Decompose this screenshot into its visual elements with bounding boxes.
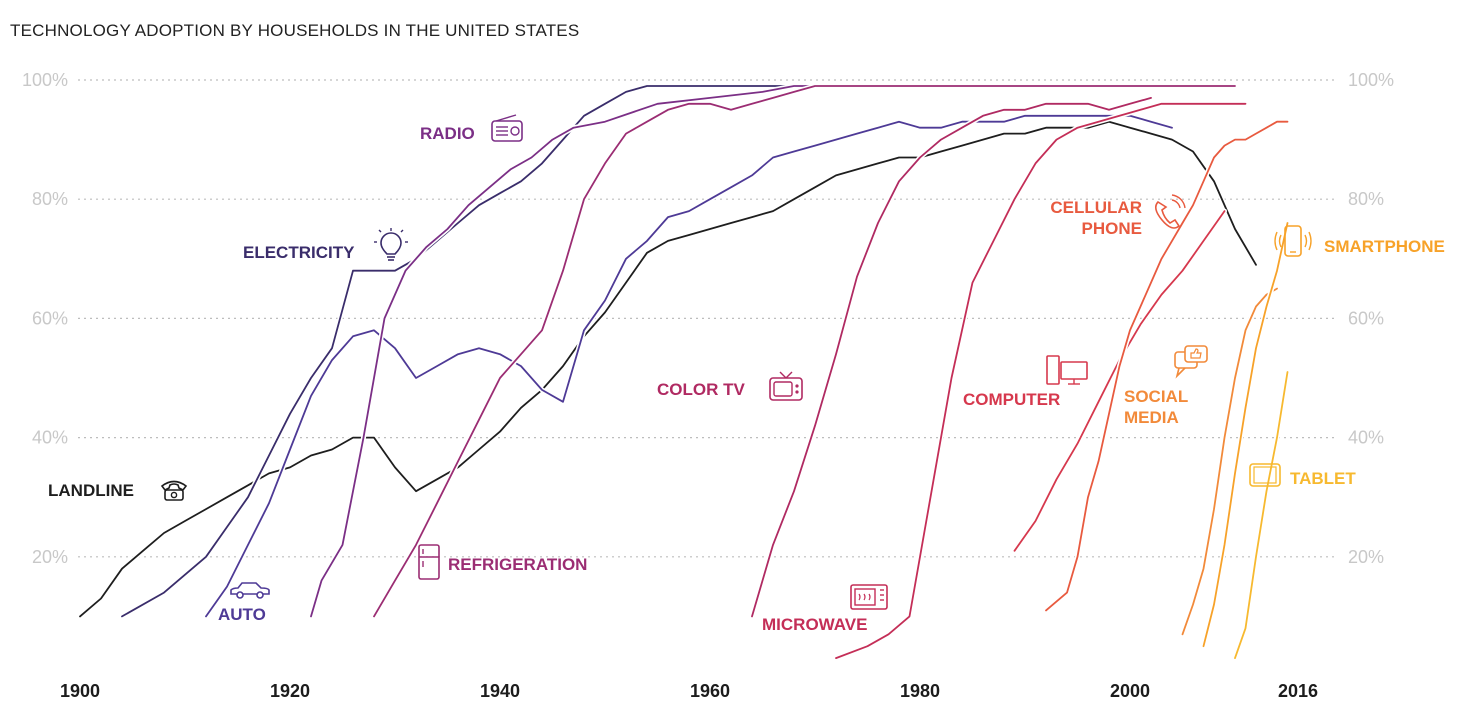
microwave-icon [850,584,888,610]
lightbulb-icon [374,228,408,261]
label-cellular-phone: CELLULAR PHONE [1050,198,1142,238]
y-tick-label-left: 100% [22,70,68,90]
label-computer: COMPUTER [963,390,1060,409]
label-radio: RADIO [420,124,475,143]
series-line-color-tv [751,97,1152,618]
series-line-auto [205,114,1173,618]
series-halo-radio [308,83,1238,619]
y-tick-label-right: 80% [1348,189,1384,209]
series-halo-color-tv [749,95,1154,619]
label-smartphone: SMARTPHONE [1324,237,1445,256]
series-line-radio [310,85,1236,618]
x-tick-label: 1920 [270,681,310,701]
series-line-cellular-phone [1045,120,1289,612]
series-halo-smartphone [1201,220,1290,649]
label-auto: AUTO [218,605,266,624]
radio-icon [491,114,523,142]
label-landline: LANDLINE [48,481,134,500]
series-halo-refrigeration [371,83,1238,619]
series-line-social-media [1181,287,1278,636]
y-tick-label-right: 60% [1348,308,1384,328]
x-tick-label: 1980 [900,681,940,701]
car-icon [230,582,270,599]
label-social-media: SOCIAL MEDIA [1124,387,1188,427]
y-tick-label-right: 100% [1348,70,1394,90]
computer-icon [1046,355,1088,385]
tv-icon [769,371,803,401]
label-microwave: MICROWAVE [762,615,867,634]
social-media-icon [1174,345,1208,379]
series-halo-auto [203,113,1175,619]
series-halo-social-media [1180,286,1280,637]
label-tablet: TABLET [1290,469,1356,488]
y-tick-label-left: 40% [32,428,68,448]
series-line-refrigeration [373,85,1236,618]
x-tick-label: 1960 [690,681,730,701]
chart-title: TECHNOLOGY ADOPTION BY HOUSEHOLDS IN THE… [10,21,579,40]
series-lines [77,83,1290,661]
y-axis-ticks: 20% 20% 40% 40% 60% 60% 80% 80% 100% 100% [22,70,1394,567]
series-line-electricity [121,85,1236,618]
x-axis-ticks: 1900 1920 1940 1960 1980 2000 2016 [60,681,1318,701]
y-tick-label-left: 20% [32,547,68,567]
tablet-icon [1249,463,1281,487]
y-tick-label-left: 60% [32,308,68,328]
y-tick-label-right: 20% [1348,547,1384,567]
label-refrigeration: REFRIGERATION [448,555,587,574]
series-line-computer [1013,210,1226,552]
x-tick-label: 1900 [60,681,100,701]
series-line-landline [79,120,1257,618]
series-line-microwave [835,102,1247,659]
x-tick-label: 2000 [1110,681,1150,701]
series-line-smartphone [1202,222,1289,648]
label-electricity: ELECTRICITY [243,243,355,262]
x-tick-label: 1940 [480,681,520,701]
series-labels: LANDLINE ELECTRICITY AUTO RADIO REFRIGERATIO… [48,114,1445,634]
y-tick-label-right: 40% [1348,428,1384,448]
series-line-tablet [1234,371,1289,659]
telephone-icon [160,480,188,501]
label-color-tv: COLOR TV [657,380,745,399]
x-tick-label: 2016 [1278,681,1318,701]
y-tick-label-left: 80% [32,189,68,209]
series-halo-electricity [119,83,1238,619]
refrigerator-icon [418,544,440,580]
smartphone-icon [1274,225,1312,257]
cellphone-icon [1154,194,1186,229]
